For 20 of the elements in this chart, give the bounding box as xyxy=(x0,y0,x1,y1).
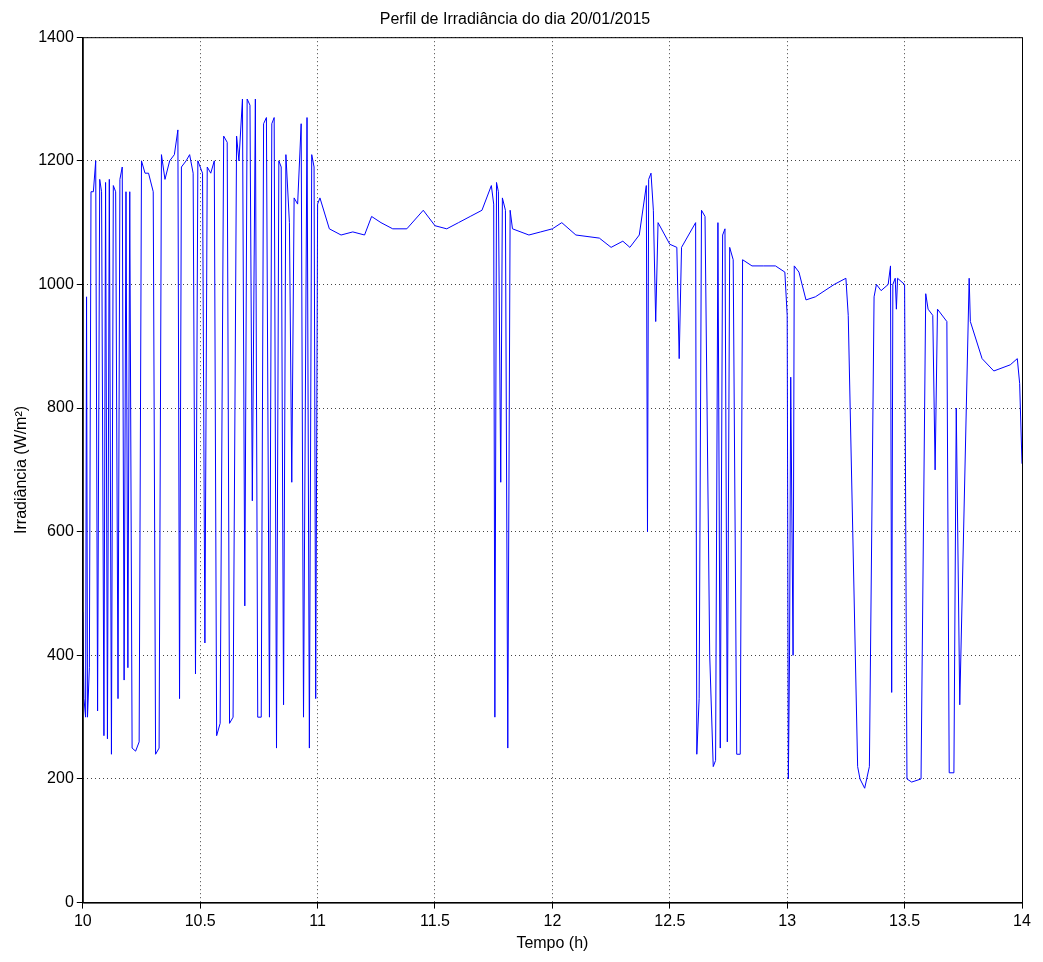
x-tick-label: 12 xyxy=(543,911,562,929)
y-tick-label: 600 xyxy=(47,522,74,540)
y-tick-label: 200 xyxy=(47,769,74,787)
y-axis-title: Irradiância (W/m²) xyxy=(12,405,30,534)
x-tick-label: 10.5 xyxy=(184,911,216,929)
x-axis-title: Tempo (h) xyxy=(516,933,589,951)
y-tick-label: 1400 xyxy=(38,27,74,45)
y-tick-label: 0 xyxy=(64,893,74,911)
y-tick-label: 800 xyxy=(47,398,74,416)
x-tick-label: 12.5 xyxy=(654,911,686,929)
chart-title: Perfil de Irradiância do dia 20/01/2015 xyxy=(379,10,651,28)
x-tick-label: 13.5 xyxy=(889,911,921,929)
x-tick-label: 10 xyxy=(73,911,92,929)
x-tick-label: 11.5 xyxy=(420,911,451,929)
x-tick-label: 13 xyxy=(778,911,797,929)
y-tick-label: 400 xyxy=(47,645,74,663)
x-tick-label: 11 xyxy=(309,911,326,929)
y-tick-label: 1200 xyxy=(38,151,74,169)
y-tick-label: 1000 xyxy=(38,274,74,292)
x-tick-label: 14 xyxy=(1013,911,1031,929)
